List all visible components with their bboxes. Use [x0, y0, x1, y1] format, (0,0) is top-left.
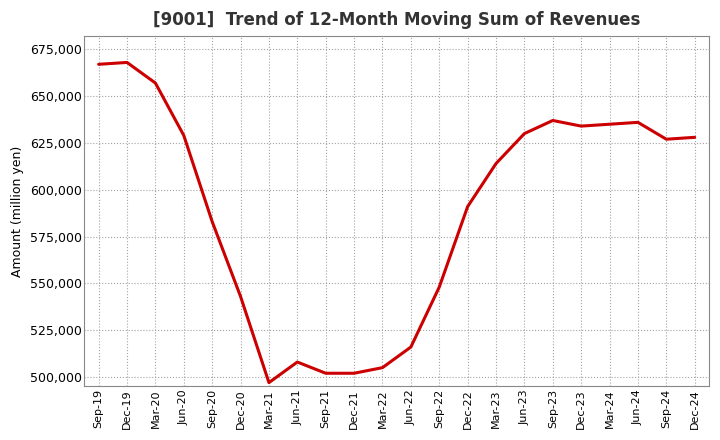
Title: [9001]  Trend of 12-Month Moving Sum of Revenues: [9001] Trend of 12-Month Moving Sum of R…	[153, 11, 640, 29]
Y-axis label: Amount (million yen): Amount (million yen)	[11, 146, 24, 277]
